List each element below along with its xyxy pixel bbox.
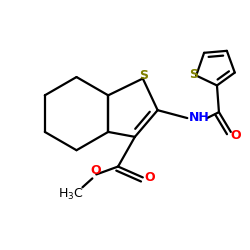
Text: S: S [139, 69, 148, 82]
Text: O: O [90, 164, 101, 177]
Text: H$_3$C: H$_3$C [58, 187, 84, 202]
Text: S: S [189, 68, 198, 81]
Text: O: O [144, 171, 155, 184]
Text: O: O [230, 130, 241, 142]
Text: NH: NH [189, 110, 210, 124]
